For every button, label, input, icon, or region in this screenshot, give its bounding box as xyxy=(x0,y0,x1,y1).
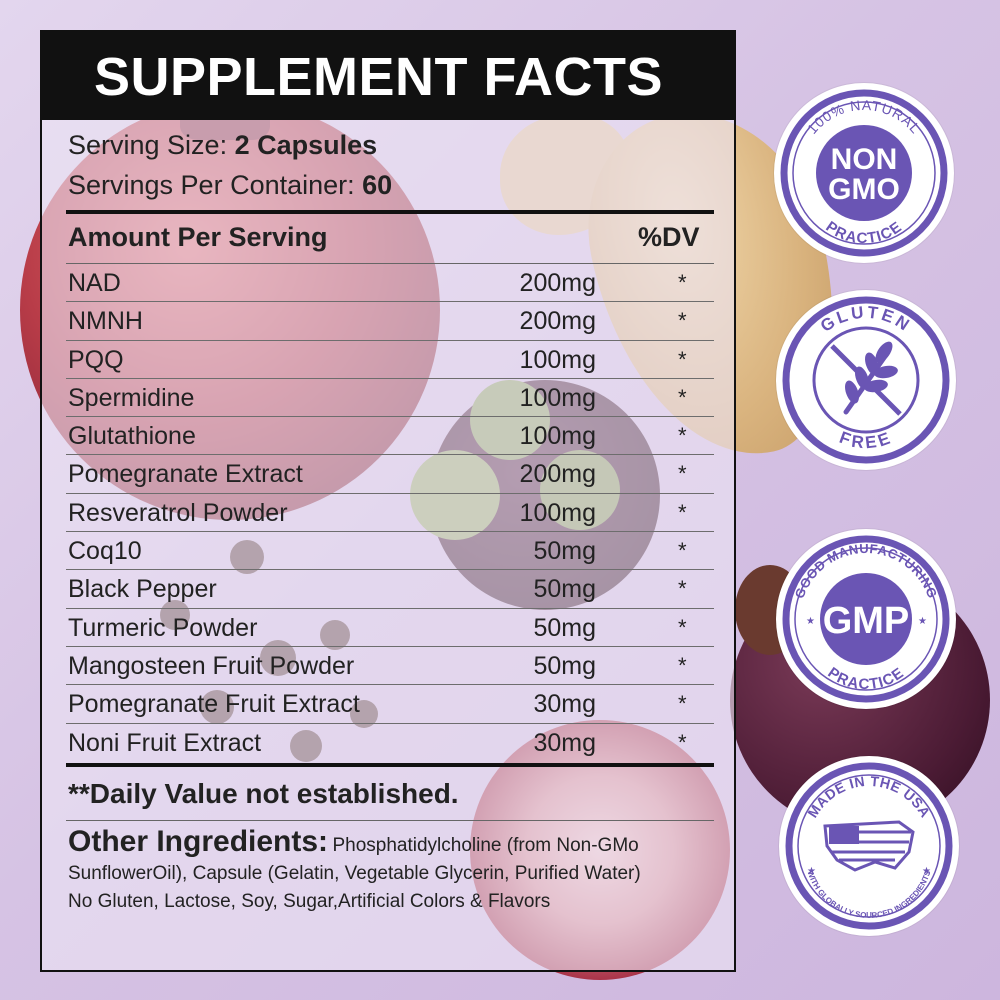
table-row: Glutathione 100mg * xyxy=(66,417,714,456)
ingredient-amount: 50mg xyxy=(533,575,596,604)
ingredient-daily-value: * xyxy=(678,614,687,640)
divider-thin xyxy=(66,263,714,264)
table-row: Pomegranate Fruit Extract 30mg * xyxy=(66,685,714,724)
ingredient-daily-value: * xyxy=(678,729,687,755)
ingredient-amount: 30mg xyxy=(533,728,596,757)
serving-size-value: 2 Capsules xyxy=(234,130,378,160)
ingredient-amount: 50mg xyxy=(533,651,596,680)
table-row: Spermidine 100mg * xyxy=(66,379,714,418)
table-row: Resveratrol Powder 100mg * xyxy=(66,494,714,533)
table-row: PQQ 100mg * xyxy=(66,341,714,379)
badge-main-text: GMO xyxy=(828,173,900,206)
ingredient-daily-value: * xyxy=(678,270,687,295)
ingredient-daily-value: * xyxy=(678,461,687,487)
ingredient-amount: 100mg xyxy=(519,383,596,412)
ingredient-name: PQQ xyxy=(68,345,124,374)
panel-header: SUPPLEMENT FACTS xyxy=(42,32,734,120)
ingredient-name: NMNH xyxy=(68,307,143,336)
free-from-text: No Gluten, Lactose, Soy, Sugar,Artificia… xyxy=(68,891,551,912)
divider-thin xyxy=(66,820,714,821)
ingredient-name: NAD xyxy=(68,269,121,297)
supplement-facts-panel: SUPPLEMENT FACTS Serving Size: 2 Capsule… xyxy=(40,30,736,972)
table-row: NAD 200mg * xyxy=(66,264,714,303)
ingredient-name: Pomegranate Extract xyxy=(68,460,303,489)
star-icon: ★ xyxy=(807,866,816,877)
divider-thick xyxy=(66,763,714,767)
table-row: Noni Fruit Extract 30mg * xyxy=(66,724,714,762)
ingredient-amount: 100mg xyxy=(519,498,596,527)
divider-thick xyxy=(66,210,714,214)
table-row: Mangosteen Fruit Powder 50mg * xyxy=(66,647,714,686)
table-row: NMNH 200mg * xyxy=(66,302,714,341)
table-row: Coq10 50mg * xyxy=(66,532,714,571)
ingredient-daily-value: * xyxy=(678,308,687,334)
badge-bottom-text: PRACTICE xyxy=(825,664,907,693)
ingredient-name: Mangosteen Fruit Powder xyxy=(68,651,355,680)
ingredient-daily-value: * xyxy=(678,423,687,449)
table-row: Pomegranate Extract 200mg * xyxy=(66,455,714,494)
ingredient-name: Turmeric Powder xyxy=(68,613,258,642)
ingredient-amount: 200mg xyxy=(519,460,596,489)
ingredient-table: NAD 200mg * NMNH 200mg * PQQ 100mg * Spermidine 10… xyxy=(66,264,714,762)
serving-size-label: Serving Size: xyxy=(68,130,228,160)
other-ingredients-text: Phosphatidylcholine (from Non-GMo Sunflo… xyxy=(68,835,641,884)
ingredient-daily-value: * xyxy=(678,538,687,564)
gluten-free-seal-icon: GLUTEN FREE xyxy=(776,290,956,470)
ingredient-daily-value: * xyxy=(678,499,687,525)
ingredient-daily-value: * xyxy=(678,691,687,717)
badge-main-text: NON xyxy=(831,143,898,176)
svg-text:PRACTICE: PRACTICE xyxy=(825,664,908,693)
ingredient-name: Glutathione xyxy=(68,422,196,451)
other-ingredients: Other Ingredients: Phosphatidylcholine (… xyxy=(68,825,708,915)
ingredient-name: Coq10 xyxy=(68,537,142,566)
ingredient-name: Resveratrol Powder xyxy=(68,498,288,527)
svg-text:PRACTICE: PRACTICE xyxy=(823,218,906,247)
non-gmo-seal-icon: 100% NATURAL PRACTICE NON GMO xyxy=(774,83,954,263)
badge-bottom-text: PRACTICE xyxy=(823,218,905,247)
serving-size-line: Serving Size: 2 Capsules xyxy=(68,130,377,161)
ingredient-name: Pomegranate Fruit Extract xyxy=(68,690,360,719)
daily-value-note: **Daily Value not established. xyxy=(68,778,459,809)
ingredient-amount: 30mg xyxy=(533,690,596,719)
ingredient-amount: 100mg xyxy=(519,422,596,451)
daily-value-header: %DV xyxy=(638,222,700,252)
star-icon: ★ xyxy=(918,616,927,627)
ingredient-name: Black Pepper xyxy=(68,575,217,604)
ingredient-amount: 200mg xyxy=(519,307,596,336)
ingredient-daily-value: * xyxy=(678,384,687,410)
gmp-seal-icon: GOOD MANUFACTURING PRACTICE GMP ★ ★ xyxy=(776,529,956,709)
panel-title: SUPPLEMENT FACTS xyxy=(94,47,664,107)
ingredient-amount: 50mg xyxy=(533,537,596,566)
servings-per-container-value: 60 xyxy=(362,170,393,200)
other-ingredients-label: Other Ingredients: xyxy=(68,825,329,858)
star-icon: ★ xyxy=(806,616,815,627)
table-row: Black Pepper 50mg * xyxy=(66,570,714,609)
amount-per-serving-header: Amount Per Serving xyxy=(68,222,328,252)
ingredient-name: Spermidine xyxy=(68,383,195,412)
ingredient-daily-value: * xyxy=(678,652,687,678)
slash-icon xyxy=(830,344,902,416)
ingredient-amount: 200mg xyxy=(519,269,596,297)
star-icon: ★ xyxy=(922,866,931,877)
ingredient-daily-value: * xyxy=(678,346,687,372)
table-row: Turmeric Powder 50mg * xyxy=(66,609,714,647)
ingredient-amount: 100mg xyxy=(519,345,596,374)
servings-per-container-line: Servings Per Container: 60 xyxy=(68,170,392,201)
ingredient-daily-value: * xyxy=(678,576,687,602)
ingredient-name: Noni Fruit Extract xyxy=(68,728,262,757)
servings-per-container-label: Servings Per Container: xyxy=(68,170,355,200)
badge-main-text: GMP xyxy=(823,600,910,642)
ingredient-amount: 50mg xyxy=(533,613,596,642)
usa-flag-map-icon xyxy=(823,820,915,872)
made-in-usa-seal-icon: MADE IN THE USA WITH GLOBALLY SOURCED IN… xyxy=(779,756,959,936)
